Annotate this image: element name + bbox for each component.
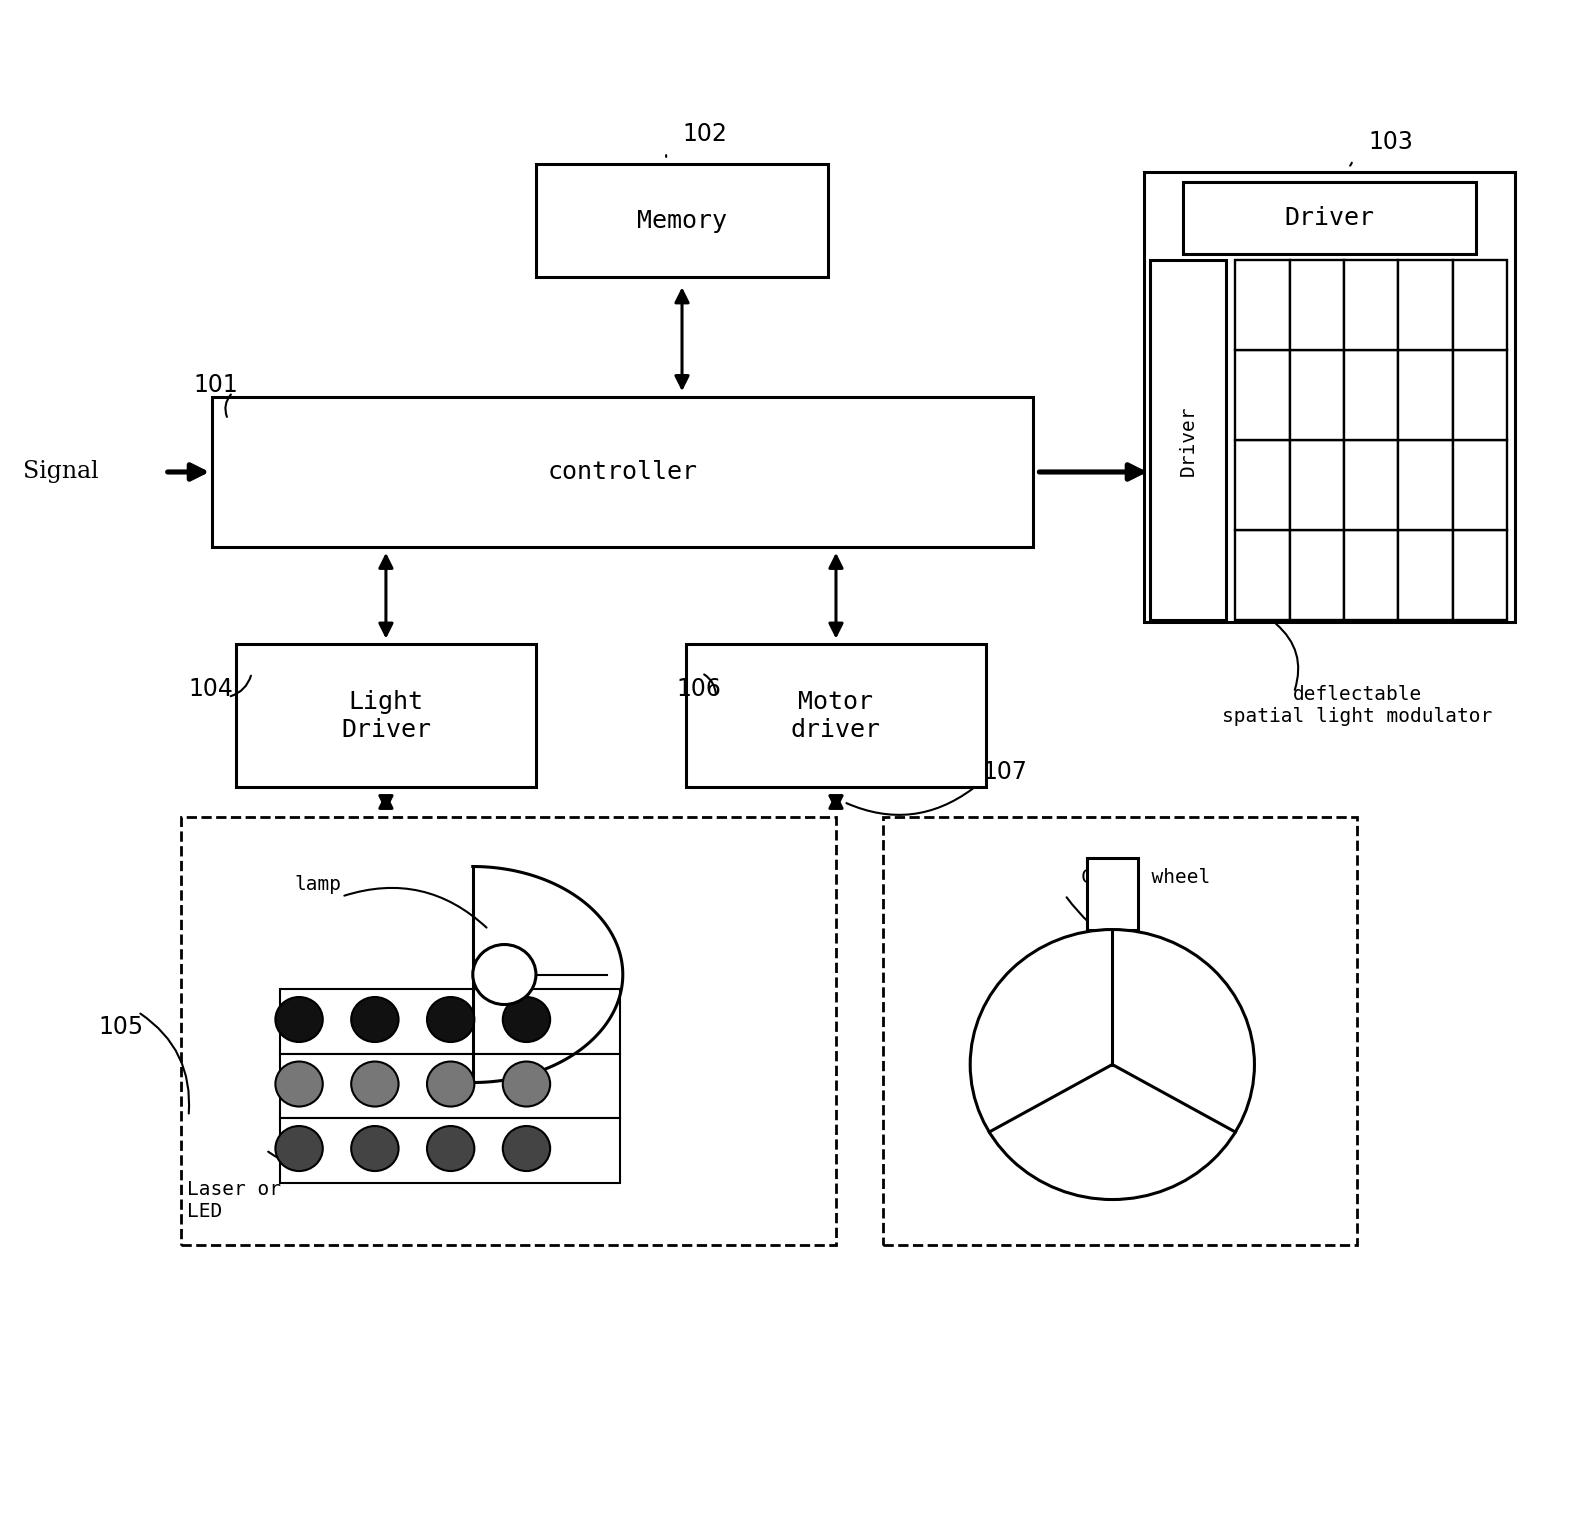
Bar — [1399, 530, 1453, 621]
Circle shape — [350, 1061, 398, 1107]
Circle shape — [427, 998, 475, 1042]
Text: Driver: Driver — [1179, 406, 1198, 475]
Text: Driver: Driver — [1284, 206, 1375, 230]
Bar — [884, 818, 1357, 1245]
Circle shape — [970, 930, 1254, 1199]
Text: Motor
driver: Motor driver — [792, 690, 881, 742]
Text: 106: 106 — [677, 677, 722, 701]
Bar — [1236, 260, 1290, 350]
Bar — [212, 397, 1034, 547]
Bar — [180, 818, 836, 1245]
Text: 103: 103 — [1368, 130, 1413, 154]
Text: 101: 101 — [193, 372, 237, 397]
Bar — [1453, 530, 1507, 621]
Circle shape — [350, 1126, 398, 1170]
Bar — [1344, 260, 1399, 350]
Bar — [1344, 530, 1399, 621]
Bar — [1290, 441, 1344, 530]
Bar — [1150, 260, 1227, 621]
Bar — [1236, 350, 1290, 441]
Circle shape — [503, 998, 550, 1042]
Circle shape — [427, 1061, 475, 1107]
Text: Memory: Memory — [637, 209, 726, 233]
Bar — [1453, 350, 1507, 441]
Bar — [1290, 350, 1344, 441]
Bar — [236, 645, 535, 787]
Circle shape — [427, 1126, 475, 1170]
Bar — [1236, 530, 1290, 621]
Bar — [1399, 350, 1453, 441]
Bar — [1399, 441, 1453, 530]
Text: Light
Driver: Light Driver — [341, 690, 432, 742]
Text: Signal: Signal — [22, 460, 99, 483]
Text: 107: 107 — [983, 760, 1027, 784]
Circle shape — [276, 1126, 323, 1170]
Circle shape — [473, 945, 535, 1004]
Circle shape — [503, 1126, 550, 1170]
Bar — [280, 1054, 620, 1119]
Text: 102: 102 — [683, 123, 728, 147]
Bar — [1184, 183, 1475, 254]
Bar — [1344, 350, 1399, 441]
Bar — [1453, 441, 1507, 530]
Text: 104: 104 — [188, 677, 234, 701]
Bar — [280, 1119, 620, 1182]
Bar — [1290, 530, 1344, 621]
Text: or: or — [411, 1052, 440, 1076]
Circle shape — [276, 1061, 323, 1107]
Circle shape — [350, 998, 398, 1042]
Text: controller: controller — [548, 460, 698, 484]
Bar — [535, 165, 828, 277]
Bar — [687, 645, 986, 787]
Bar — [1399, 260, 1453, 350]
Bar — [1453, 260, 1507, 350]
Circle shape — [276, 998, 323, 1042]
Bar — [1144, 173, 1515, 622]
Bar — [1086, 857, 1137, 930]
Circle shape — [503, 1061, 550, 1107]
Text: deflectable
spatial light modulator: deflectable spatial light modulator — [1222, 684, 1493, 727]
Text: Color wheel: Color wheel — [1080, 868, 1211, 887]
Bar — [1344, 441, 1399, 530]
Bar — [280, 989, 620, 1054]
Text: lamp: lamp — [295, 875, 341, 893]
Text: 105: 105 — [99, 1014, 143, 1039]
Bar — [1290, 260, 1344, 350]
Text: Laser or
LED: Laser or LED — [186, 1179, 280, 1220]
Bar — [1236, 441, 1290, 530]
